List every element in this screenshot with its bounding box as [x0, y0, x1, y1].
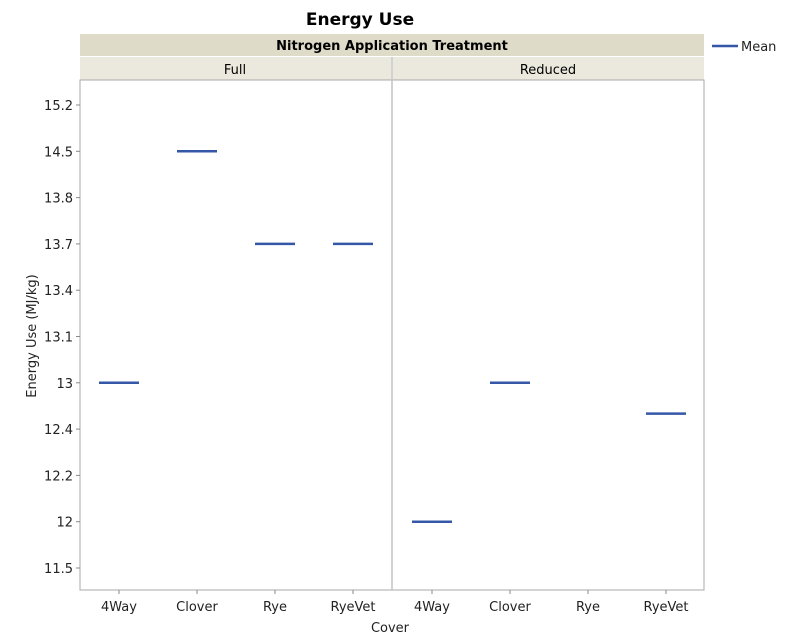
x-tick-label: Clover — [176, 600, 218, 615]
legend-mean-label: Mean — [741, 40, 776, 55]
y-tick-label: 13.1 — [44, 331, 73, 346]
y-tick-label: 11.5 — [44, 562, 73, 577]
x-tick-label: RyeVet — [331, 600, 376, 615]
group-header-title: Nitrogen Application Treatment — [276, 39, 508, 54]
panel-label-reduced: Reduced — [520, 63, 576, 78]
x-tick-label: Clover — [489, 600, 531, 615]
panel-label-full: Full — [224, 63, 246, 78]
y-tick-label: 12 — [56, 516, 73, 531]
x-tick-label: 4Way — [414, 600, 450, 615]
x-tick-label: RyeVet — [644, 600, 689, 615]
y-tick-label: 13.8 — [44, 192, 73, 207]
y-tick-label: 13.7 — [44, 238, 73, 253]
x-ticks: 4Way Clover Rye RyeVet 4Way Clover Rye RyeVet — [101, 590, 689, 615]
y-tick-label: 14.5 — [44, 145, 73, 160]
y-tick-label: 15.2 — [44, 99, 73, 114]
y-axis-title: Energy Use (MJ/kg) — [25, 274, 40, 397]
y-ticks: 15.2 14.5 13.8 13.7 13.4 13.1 13 12.4 12.2 12 11.5 — [44, 99, 80, 577]
chart-title: Energy Use — [306, 10, 414, 30]
x-tick-label: Rye — [263, 600, 287, 615]
group-header-band — [80, 34, 704, 56]
mean-marks — [99, 150, 686, 523]
panel-header-full — [80, 57, 391, 80]
x-tick-label: 4Way — [101, 600, 137, 615]
panel-header-reduced — [393, 57, 704, 80]
y-tick-label: 13 — [56, 377, 73, 392]
y-tick-label: 13.4 — [44, 284, 73, 299]
x-axis-title: Cover — [371, 621, 410, 636]
y-tick-label: 12.2 — [44, 469, 73, 484]
y-tick-label: 12.4 — [44, 423, 73, 438]
x-tick-label: Rye — [576, 600, 600, 615]
